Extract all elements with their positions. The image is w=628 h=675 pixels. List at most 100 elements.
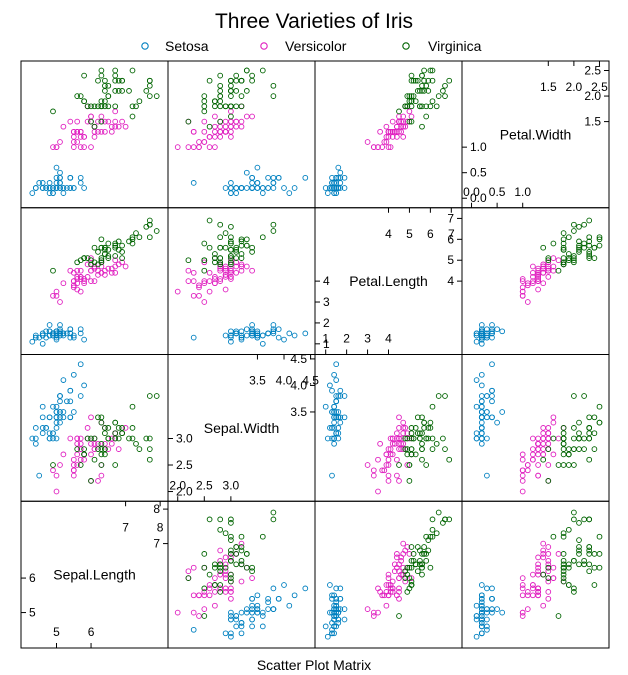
- data-point: [238, 609, 245, 616]
- data-point: [228, 255, 234, 261]
- data-point: [375, 456, 381, 463]
- data-point: [545, 274, 552, 280]
- data-point: [478, 334, 485, 341]
- data-point: [91, 278, 98, 284]
- data-point: [212, 575, 218, 581]
- data-point: [560, 571, 567, 578]
- data-point: [46, 332, 53, 339]
- data-point: [494, 326, 500, 333]
- data-point: [576, 544, 582, 550]
- data-point: [545, 435, 552, 442]
- data-point: [419, 123, 425, 130]
- data-point: [53, 435, 60, 442]
- data-point: [201, 278, 208, 284]
- data-point: [540, 265, 547, 272]
- data-point: [473, 602, 480, 609]
- data-point: [394, 134, 400, 140]
- data-point: [60, 190, 67, 196]
- data-point: [254, 609, 261, 616]
- data-point: [254, 334, 261, 341]
- data-point: [327, 609, 333, 616]
- data-point: [105, 118, 112, 125]
- data-point: [190, 144, 197, 150]
- data-point: [88, 118, 94, 125]
- data-point: [440, 88, 446, 94]
- data-point: [540, 456, 547, 463]
- data-point: [185, 267, 192, 274]
- data-point: [555, 257, 562, 264]
- data-point: [217, 123, 224, 130]
- data-point: [385, 446, 392, 452]
- data-point: [270, 221, 277, 228]
- tick-label: 1.0: [514, 185, 531, 199]
- data-point: [88, 113, 94, 120]
- data-point: [185, 144, 192, 150]
- data-point: [46, 435, 53, 442]
- data-point: [228, 108, 234, 115]
- data-point: [550, 533, 557, 540]
- panel-frame: [167, 500, 316, 649]
- data-point: [249, 328, 255, 335]
- data-point: [228, 118, 234, 125]
- data-point: [394, 430, 400, 437]
- data-point: [560, 578, 567, 585]
- data-point: [228, 103, 234, 110]
- data-point: [53, 292, 60, 299]
- data-point: [341, 185, 348, 191]
- data-point: [50, 267, 56, 274]
- data-point: [576, 242, 582, 249]
- data-point: [32, 440, 39, 447]
- data-point: [425, 77, 432, 84]
- data-point: [60, 123, 67, 130]
- data-point: [370, 609, 377, 616]
- data-point: [421, 544, 427, 550]
- data-point: [112, 77, 119, 84]
- data-point: [243, 551, 250, 557]
- data-point: [281, 336, 287, 343]
- data-point: [387, 435, 394, 442]
- data-point: [91, 435, 98, 442]
- data-point: [228, 77, 234, 84]
- data-point: [228, 613, 234, 619]
- data-point: [190, 269, 197, 276]
- data-point: [419, 414, 425, 421]
- data-point: [412, 425, 419, 431]
- tick-label: 0.0: [470, 191, 487, 205]
- data-point: [201, 267, 208, 274]
- data-point: [98, 113, 105, 120]
- data-point: [446, 77, 453, 84]
- data-point: [322, 623, 329, 630]
- data-point: [545, 575, 552, 581]
- data-point: [408, 113, 415, 120]
- data-point: [98, 414, 105, 421]
- data-point: [419, 103, 425, 110]
- data-point: [429, 67, 436, 74]
- data-point: [565, 462, 572, 468]
- data-point: [421, 425, 427, 431]
- data-point: [379, 592, 386, 599]
- data-point: [228, 332, 234, 339]
- tick-label: 4: [447, 274, 454, 288]
- data-point: [233, 190, 240, 196]
- data-point: [419, 446, 425, 452]
- data-point: [545, 589, 552, 595]
- data-point: [228, 246, 234, 253]
- data-point: [46, 180, 53, 186]
- data-point: [576, 435, 582, 442]
- data-point: [254, 164, 261, 171]
- data-point: [408, 77, 415, 84]
- data-point: [540, 540, 547, 547]
- data-point: [408, 425, 415, 431]
- data-point: [535, 274, 541, 280]
- data-point: [478, 592, 485, 599]
- data-point: [489, 414, 495, 421]
- data-point: [259, 533, 266, 540]
- data-point: [53, 403, 60, 410]
- data-point: [206, 217, 213, 224]
- data-point: [322, 185, 329, 191]
- data-point: [337, 185, 344, 191]
- data-point: [402, 578, 409, 585]
- data-point: [228, 585, 234, 592]
- data-point: [74, 462, 81, 468]
- data-point: [88, 440, 94, 447]
